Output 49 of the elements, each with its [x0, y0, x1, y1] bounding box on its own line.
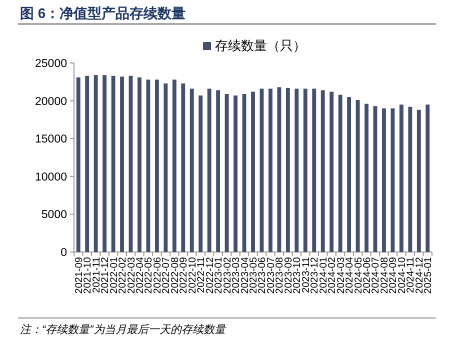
y-tick-label: 5000 [41, 209, 67, 222]
x-tick-label: 2022-03 [126, 256, 138, 294]
text: 注：“存续数量”为当月最后一天的存续数量 [20, 323, 226, 336]
x-tick-label: 2021-10 [82, 256, 94, 294]
x-tick-label: 2022-09 [178, 256, 190, 294]
y-tick-label: 10000 [35, 171, 67, 184]
x-tick-label: 2024-08 [379, 256, 390, 294]
x-tick-label: 2023-10 [292, 256, 304, 294]
x-tick-label: 2022-01 [108, 256, 120, 294]
title: 图 6：净值型产品存续数量 [20, 5, 186, 21]
x-tick-label: 2023-02 [222, 256, 234, 294]
x-tick-label: 2023-06 [257, 256, 268, 294]
x-tick-label: 2023-05 [248, 256, 260, 294]
y-tick-label: 0 [60, 247, 67, 259]
x-tick-label: 2024-04 [344, 256, 356, 294]
x-tick-label: 2024-11 [406, 256, 417, 293]
x-tick-label: 2022-12 [204, 256, 216, 294]
x-tick-label: 2021-11 [91, 256, 102, 293]
x-tick-label: 2022-06 [152, 256, 164, 294]
x-tick-label: 2022-11 [196, 256, 208, 293]
x-tick-label: 2024-07 [370, 256, 382, 294]
x-tick-label: 2023-01 [214, 256, 225, 294]
legend-label: 存续数量（只） [215, 38, 306, 53]
x-tick-label: 2024-05 [353, 256, 364, 294]
x-tick-label: 2024-03 [336, 256, 347, 294]
x-tick-label: 2021-09 [74, 256, 85, 294]
x-tick-label: 2022-05 [144, 256, 155, 294]
x-tick-label: 2023-09 [283, 256, 294, 294]
x-tick-label: 2023-11 [300, 256, 312, 293]
x-tick-label: 2024-02 [327, 256, 338, 294]
x-tick-label: 2022-07 [161, 256, 172, 294]
y-tick-label: 25000 [35, 58, 67, 70]
x-tick-label: 2023-08 [274, 256, 286, 294]
y-tick-label: 20000 [35, 96, 67, 108]
x-tick-label: 2022-02 [118, 256, 129, 294]
x-tick-label: 2021-12 [100, 256, 112, 294]
x-tick-label: 2023-07 [266, 256, 277, 294]
x-tick-label: 2025-01 [423, 256, 434, 294]
y-tick-label: 15000 [35, 134, 67, 146]
x-tick-label: 2022-04 [134, 256, 146, 294]
x-tick-label: 2024-10 [396, 256, 408, 294]
x-tick-label: 2022-08 [170, 256, 181, 294]
x-tick-label: 2024-12 [414, 256, 426, 294]
x-tick-label: 2023-12 [310, 256, 321, 294]
x-tick-label: 2023-03 [231, 256, 242, 294]
x-tick-label: 2024-09 [388, 256, 400, 294]
x-tick-label: 2024-01 [318, 256, 330, 294]
x-tick-label: 2022-10 [187, 256, 198, 294]
x-tick-label: 2023-04 [240, 256, 251, 294]
